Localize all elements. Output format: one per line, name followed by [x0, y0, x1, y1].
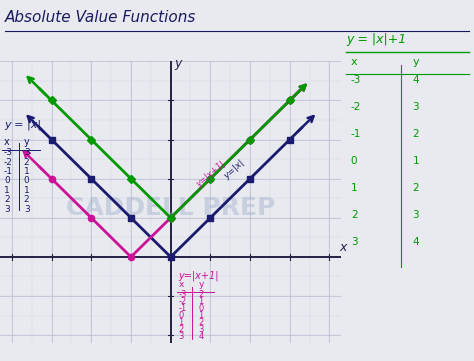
Text: 1: 1: [4, 186, 10, 195]
Text: y=|x+1|: y=|x+1|: [179, 270, 219, 281]
Text: 0: 0: [179, 311, 184, 320]
Text: 2: 2: [412, 183, 419, 193]
Text: 1: 1: [199, 311, 204, 320]
Text: 4: 4: [412, 75, 419, 85]
Text: 0: 0: [24, 177, 29, 186]
Text: 2: 2: [24, 158, 29, 167]
Text: 3: 3: [24, 148, 29, 157]
Text: 3: 3: [412, 102, 419, 112]
Text: 4: 4: [412, 238, 419, 248]
Text: x: x: [351, 57, 357, 67]
Text: 0: 0: [4, 177, 10, 186]
Text: 1: 1: [24, 186, 29, 195]
Text: 2: 2: [4, 195, 9, 204]
Text: 2: 2: [351, 210, 357, 221]
Text: y: y: [174, 57, 182, 70]
Text: 3: 3: [179, 332, 184, 341]
Text: x: x: [339, 241, 346, 254]
Text: 2: 2: [199, 290, 204, 299]
Text: 1: 1: [351, 183, 357, 193]
Text: -3: -3: [351, 75, 361, 85]
Text: 4: 4: [199, 332, 204, 341]
Text: 2: 2: [199, 318, 204, 327]
Text: 2: 2: [412, 129, 419, 139]
Text: 3: 3: [24, 205, 29, 214]
Text: -3: -3: [4, 148, 13, 157]
Text: y = |x|: y = |x|: [4, 120, 41, 130]
Text: y: y: [412, 57, 419, 67]
Text: -3: -3: [179, 290, 187, 299]
Text: x: x: [4, 138, 10, 147]
Text: 2: 2: [24, 195, 29, 204]
Text: y=|x|: y=|x|: [222, 158, 246, 181]
Text: CADDELL PREP: CADDELL PREP: [66, 196, 275, 220]
Text: y: y: [199, 280, 204, 289]
Text: -1: -1: [179, 304, 187, 313]
Text: 0: 0: [351, 156, 357, 166]
Text: -1: -1: [4, 167, 13, 176]
Text: y=|x+1|: y=|x+1|: [194, 159, 227, 188]
Text: 1: 1: [24, 167, 29, 176]
Text: 3: 3: [412, 210, 419, 221]
Text: -2: -2: [179, 297, 187, 306]
Text: y: y: [24, 138, 29, 147]
Text: 2: 2: [179, 325, 184, 334]
Text: 1: 1: [179, 318, 184, 327]
Text: 3: 3: [4, 205, 10, 214]
Text: 3: 3: [199, 325, 204, 334]
Text: Absolute Value Functions: Absolute Value Functions: [5, 10, 196, 25]
Text: 3: 3: [351, 238, 357, 248]
Text: -2: -2: [351, 102, 361, 112]
Text: -1: -1: [351, 129, 361, 139]
Text: y = |x|+1: y = |x|+1: [346, 33, 406, 46]
Text: 1: 1: [412, 156, 419, 166]
Text: 0: 0: [199, 304, 204, 313]
Text: x: x: [179, 280, 184, 289]
Text: 1: 1: [199, 297, 204, 306]
Text: -2: -2: [4, 158, 13, 167]
